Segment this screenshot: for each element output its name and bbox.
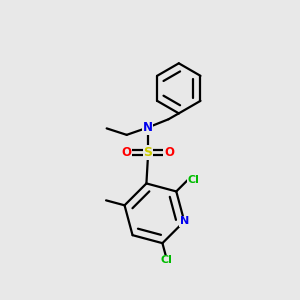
Text: Cl: Cl <box>161 255 172 265</box>
Text: S: S <box>143 146 152 159</box>
Text: O: O <box>122 146 132 159</box>
Text: N: N <box>143 121 153 134</box>
Text: O: O <box>164 146 174 159</box>
Text: Cl: Cl <box>187 175 199 185</box>
Text: N: N <box>180 216 189 226</box>
